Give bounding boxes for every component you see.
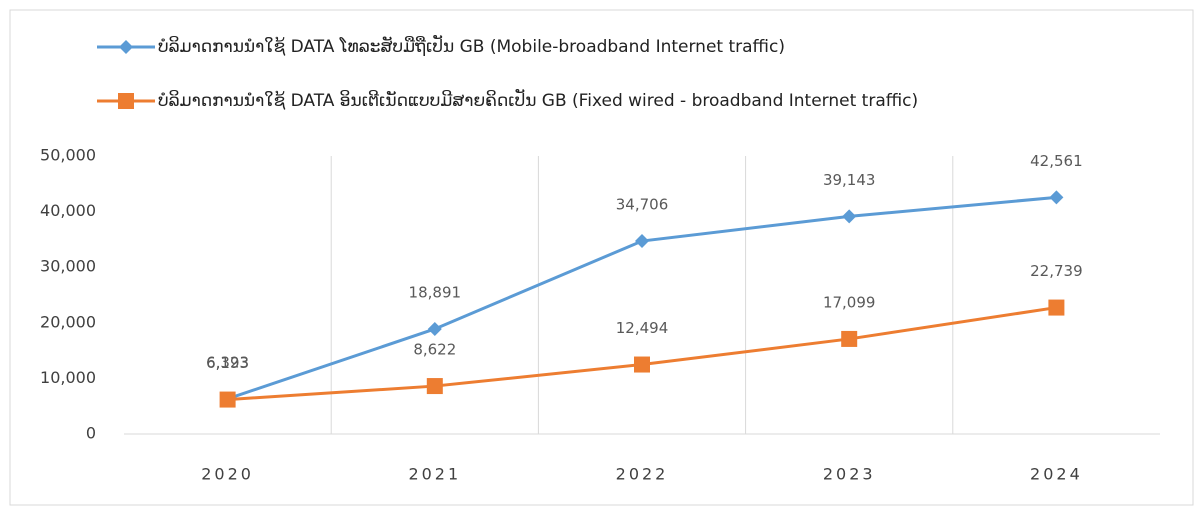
x-tick-label: 2021	[408, 465, 461, 484]
data-point	[842, 209, 857, 224]
legend-label: ບໍລິມາດການນຳໃຊ້ DATA ອິນເຕີເນັດແບບມີສາຍຄ…	[158, 87, 918, 111]
x-tick-label: 2020	[201, 465, 254, 484]
x-tick-label: 2022	[616, 465, 669, 484]
data-label: 22,739	[1030, 262, 1083, 280]
data-label: 34,706	[616, 196, 669, 214]
legend-marker	[119, 40, 133, 54]
data-label: 8,622	[413, 341, 456, 359]
chart-frame	[9, 9, 1194, 506]
x-tick-label: 2023	[823, 465, 876, 484]
data-label: 6,193	[206, 354, 249, 372]
legend-marker	[118, 93, 134, 109]
data-point	[219, 391, 236, 408]
data-label: 42,561	[1030, 152, 1083, 170]
data-point	[1048, 299, 1065, 316]
y-tick-label: 40,000	[40, 201, 96, 220]
y-tick-label: 20,000	[40, 312, 96, 331]
y-tick-label: 10,000	[40, 368, 96, 387]
data-point	[841, 330, 858, 347]
data-point	[426, 378, 443, 395]
data-label: 39,143	[823, 171, 876, 189]
data-label: 18,891	[409, 283, 462, 301]
data-label: 17,099	[823, 293, 876, 311]
y-tick-label: 30,000	[40, 257, 96, 276]
data-point	[1049, 190, 1064, 205]
data-point	[634, 356, 650, 373]
x-tick-label: 2024	[1030, 465, 1083, 484]
data-point	[427, 321, 442, 336]
data-label: 6,323	[206, 353, 249, 371]
legend-label: ບໍລິມາດການນຳໃຊ້ DATA ໂທລະສັບມືຖືເປັນ GB …	[158, 33, 785, 57]
y-tick-label: 0	[86, 424, 96, 443]
data-point	[635, 234, 649, 249]
data-label: 12,494	[616, 319, 669, 337]
y-tick-label: 50,000	[40, 146, 96, 165]
